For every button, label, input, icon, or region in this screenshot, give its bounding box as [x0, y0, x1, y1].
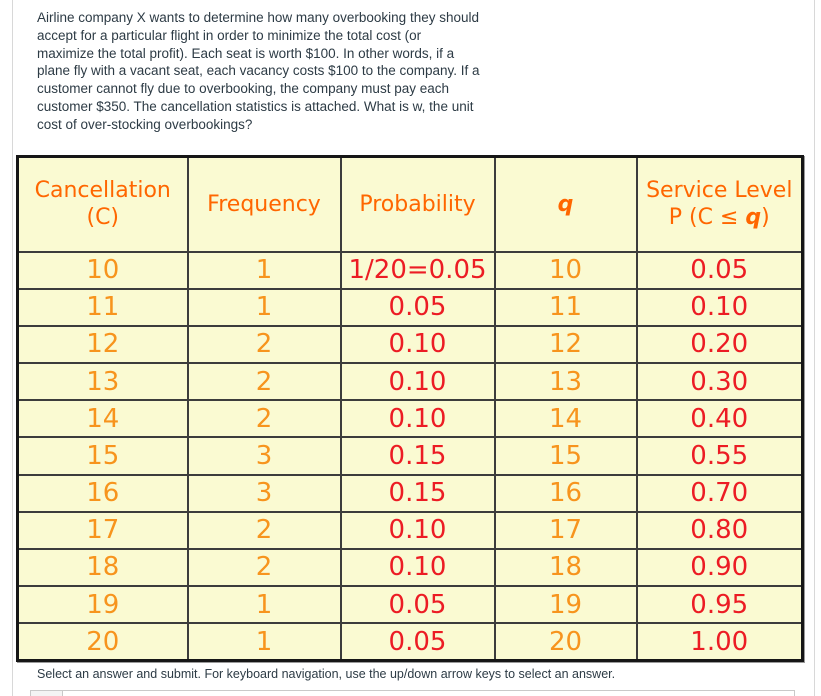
table-cell: 10	[493, 250, 638, 290]
table-cell: 0.10	[339, 547, 496, 588]
panel-right-border	[814, 0, 815, 696]
table-cell: 0.15	[339, 436, 496, 476]
table-cell: 18	[493, 547, 638, 588]
header-q-label: q	[557, 191, 574, 217]
header-service-level: Service Level P (C ≤ q)	[635, 155, 804, 253]
table-row: 13 2 0.10 13 0.30	[16, 362, 804, 402]
table-cell: 0.05	[635, 250, 804, 290]
table-cell: 0.40	[635, 399, 804, 439]
table-cell: 19	[493, 585, 638, 625]
table-cell: 0.10	[339, 362, 496, 402]
table-cell: 15	[16, 436, 189, 476]
table-cell: 0.55	[635, 436, 804, 476]
keyboard-navigation-instruction: Select an answer and submit. For keyboar…	[37, 667, 616, 681]
table-cell: 0.80	[635, 510, 804, 550]
table-cell: 1	[186, 585, 342, 625]
table-cell: 0.05	[339, 622, 496, 662]
answer-letter-cell[interactable]	[31, 691, 63, 696]
header-q: q	[493, 155, 638, 253]
table-cell: 16	[493, 473, 638, 513]
table-row: 20 1 0.05 20 1.00	[16, 622, 804, 662]
table-cell: 0.20	[635, 324, 804, 365]
table-cell: 0.10	[635, 287, 804, 327]
table-cell: 10	[16, 250, 189, 290]
header-service-level-line1: Service Level	[646, 177, 793, 203]
table-cell: 16	[16, 473, 189, 513]
table-row: 18 2 0.10 18 0.90	[16, 547, 804, 588]
table-cell: 11	[493, 287, 638, 327]
table-row: 19 1 0.05 19 0.95	[16, 585, 804, 625]
table-cell: 1	[186, 250, 342, 290]
table-row: 14 2 0.10 14 0.40	[16, 399, 804, 439]
table-cell: 12	[493, 324, 638, 365]
question-text: Airline company X wants to determine how…	[37, 10, 480, 132]
table-cell: 19	[16, 585, 189, 625]
table-cell: 3	[186, 436, 342, 476]
table-cell: 17	[16, 510, 189, 550]
table-row: 16 3 0.15 16 0.70	[16, 473, 804, 513]
cancellation-statistics-table: Cancellation (C) Frequency Probability q…	[16, 155, 804, 662]
table-cell: 0.70	[635, 473, 804, 513]
header-cancellation-line2: (C)	[86, 205, 120, 231]
table-row: 11 1 0.05 11 0.10	[16, 287, 804, 327]
table-cell: 0.05	[339, 287, 496, 327]
table-cell: 2	[186, 362, 342, 402]
table-cell: 15	[493, 436, 638, 476]
table-cell: 17	[493, 510, 638, 550]
answer-option-row[interactable]	[30, 690, 795, 696]
table-cell: 13	[493, 362, 638, 402]
table-row: 10 1 1/20=0.05 10 0.05	[16, 250, 804, 290]
table-cell: 1.00	[635, 622, 804, 662]
table-cell: 2	[186, 324, 342, 365]
table-cell: 3	[186, 473, 342, 513]
table-cell: 20	[16, 622, 189, 662]
table-cell: 2	[186, 510, 342, 550]
table-cell: 0.05	[339, 585, 496, 625]
table-cell: 1	[186, 622, 342, 662]
table-header-row: Cancellation (C) Frequency Probability q…	[16, 155, 804, 253]
header-service-level-line2: P (C ≤ q)	[668, 205, 770, 231]
table-cell: 0.90	[635, 547, 804, 588]
table-cell: 0.95	[635, 585, 804, 625]
table-cell: 1	[186, 287, 342, 327]
table-row: 17 2 0.10 17 0.80	[16, 510, 804, 550]
table-cell: 18	[16, 547, 189, 588]
table-cell: 1/20=0.05	[339, 250, 496, 290]
table-row: 15 3 0.15 15 0.55	[16, 436, 804, 476]
header-cancellation: Cancellation (C)	[16, 155, 189, 253]
header-frequency: Frequency	[186, 155, 342, 253]
table-row: 12 2 0.10 12 0.20	[16, 324, 804, 365]
table-cell: 0.10	[339, 510, 496, 550]
header-cancellation-line1: Cancellation	[34, 177, 171, 203]
table-cell: 12	[16, 324, 189, 365]
table-cell: 0.10	[339, 324, 496, 365]
table-cell: 0.30	[635, 362, 804, 402]
table-body: 10 1 1/20=0.05 10 0.05 11 1 0.05 11 0.10 12 2 0.10 12…	[16, 250, 804, 662]
header-probability: Probability	[339, 155, 496, 253]
table-cell: 0.10	[339, 399, 496, 439]
table-cell: 2	[186, 547, 342, 588]
panel-left-border	[12, 0, 13, 696]
table-cell: 20	[493, 622, 638, 662]
table-cell: 11	[16, 287, 189, 327]
table-cell: 13	[16, 362, 189, 402]
table-cell: 14	[493, 399, 638, 439]
table-cell: 0.15	[339, 473, 496, 513]
table-cell: 14	[16, 399, 189, 439]
table-cell: 2	[186, 399, 342, 439]
